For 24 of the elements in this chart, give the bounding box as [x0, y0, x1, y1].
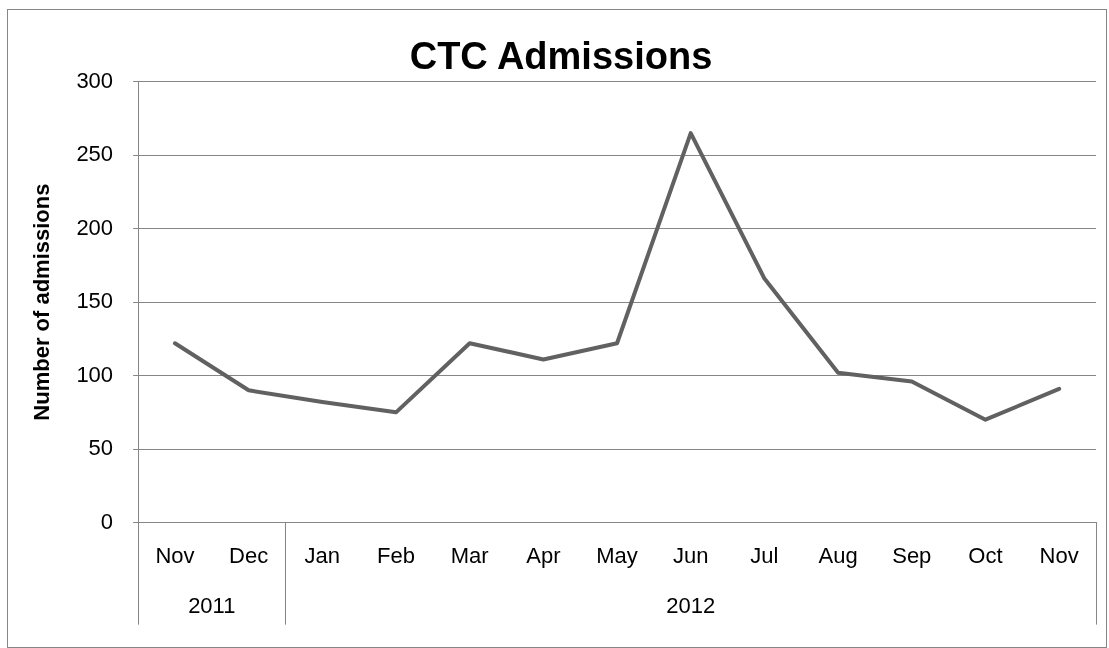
chart-title: CTC Admissions: [409, 35, 713, 78]
y-tick-label: 300: [76, 67, 114, 93]
x-tick-label: Oct: [968, 542, 1003, 568]
y-axis-title: Number of admissions: [29, 183, 55, 421]
y-tick-label: 250: [76, 141, 114, 167]
x-tick-label: Jan: [304, 542, 341, 568]
y-tick-label: 0: [100, 508, 114, 534]
y-tick-label: 50: [88, 435, 114, 461]
y-tick-label: 150: [76, 288, 114, 314]
x-tick-label: Jul: [750, 542, 779, 568]
x-tick-label: Dec: [229, 542, 269, 568]
y-tick-label: 100: [76, 361, 114, 387]
x-tick-label: Feb: [377, 542, 415, 568]
text: 2011: [188, 592, 236, 618]
x-tick-label: May: [596, 542, 638, 568]
y-tick-label: 200: [76, 214, 114, 240]
x-tick-label: Sep: [892, 542, 932, 568]
x-tick-label: Nov: [1039, 542, 1079, 568]
x-tick-label: Mar: [450, 542, 489, 568]
x-tick-label: Aug: [818, 542, 858, 568]
text: 2012: [666, 592, 716, 618]
x-tick-label: Jun: [672, 542, 709, 568]
x-tick-label: Apr: [526, 542, 561, 568]
x-tick-label: Nov: [155, 542, 195, 568]
